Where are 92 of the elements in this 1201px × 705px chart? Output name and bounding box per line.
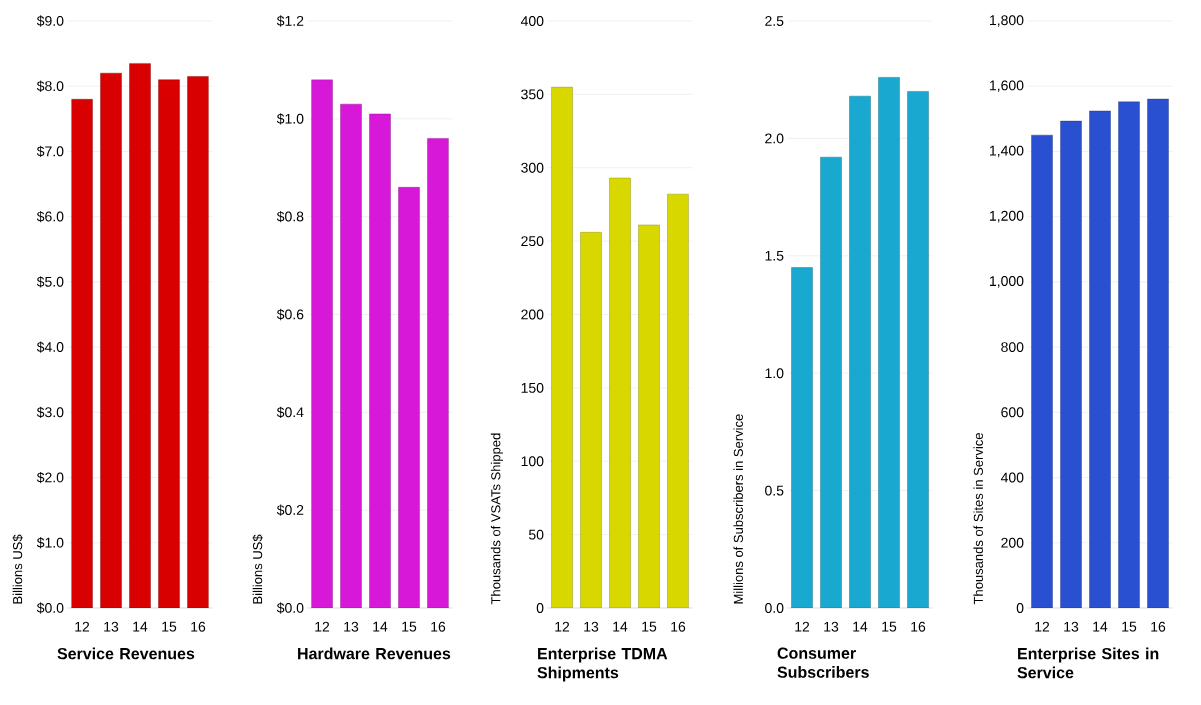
- bar: [1089, 110, 1111, 608]
- y-axis-title: Billions US$: [12, 534, 23, 604]
- bar: [849, 95, 871, 608]
- y-tick-label: 0.0: [765, 603, 784, 613]
- y-tick-label: 200: [1001, 537, 1024, 548]
- bar: [638, 224, 660, 608]
- y-tick-label: 1,800: [990, 15, 1024, 27]
- x-tick-label: 14: [133, 621, 148, 632]
- x-tick-label: 13: [824, 621, 839, 632]
- y-tick-label: 800: [1001, 342, 1024, 353]
- x-tick-label: 12: [555, 621, 570, 632]
- y-tick-label: $9.0: [36, 15, 64, 27]
- y-tick-label: 2.5: [765, 16, 784, 26]
- y-tick-label: 1,200: [990, 210, 1024, 223]
- text: Hardware Revenues: [298, 647, 451, 660]
- bar: [1147, 98, 1169, 608]
- bar: [1060, 120, 1082, 608]
- x-tick-label: 16: [1151, 621, 1166, 632]
- y-axis-title: Billions US$: [252, 534, 263, 604]
- x-tick-label: 14: [373, 621, 388, 632]
- y-tick-label: 0: [1016, 603, 1024, 613]
- y-tick-label: $4.0: [36, 341, 64, 353]
- y-axis-title: Thousands of VSATs Shipped: [490, 433, 503, 605]
- y-tick-label: 400: [520, 16, 544, 26]
- y-tick-label: 1,400: [990, 145, 1024, 158]
- text: Enterprise TDMA Shipments: [537, 647, 668, 682]
- bar: [551, 86, 573, 608]
- x-tick-label: 15: [1122, 621, 1137, 632]
- y-axis-title: Millions of Subscribers in Service: [733, 414, 743, 604]
- x-tick-label: 13: [344, 621, 359, 632]
- x-tick-label: 14: [853, 621, 868, 632]
- text: Service Revenues: [57, 647, 195, 660]
- x-tick-label: 14: [1093, 621, 1108, 632]
- y-tick-label: $0.8: [276, 210, 304, 223]
- x-tick-label: 14: [613, 621, 628, 632]
- y-tick-label: 150: [521, 382, 544, 393]
- y-tick-label: 200: [521, 309, 544, 320]
- y-tick-label: 1,600: [990, 80, 1024, 92]
- y-tick-label: 350: [521, 89, 544, 100]
- y-tick-label: 2.0: [765, 133, 784, 144]
- x-tick-label: 13: [584, 621, 599, 632]
- text: Enterprise Sites in Service: [1017, 647, 1159, 679]
- y-tick-label: $0.4: [276, 406, 304, 418]
- bar: [1118, 101, 1140, 608]
- bar: [820, 156, 842, 608]
- x-tick-label: 16: [911, 621, 926, 632]
- x-tick-label: 16: [431, 621, 446, 632]
- x-tick-label: 16: [191, 621, 206, 632]
- y-tick-label: $0.0: [276, 602, 304, 614]
- y-tick-label: $1.2: [276, 15, 304, 27]
- x-tick-label: 12: [1035, 621, 1050, 632]
- y-tick-label: $1.0: [276, 113, 304, 125]
- y-tick-label: $3.0: [36, 406, 64, 418]
- text: Consumer Subscribers: [777, 647, 869, 678]
- y-tick-label: $7.0: [36, 145, 64, 158]
- y-tick-label: 1.5: [765, 250, 784, 261]
- bar: [667, 193, 689, 608]
- y-tick-label: 600: [1001, 407, 1024, 418]
- x-tick-label: 15: [162, 621, 177, 632]
- x-tick-label: 12: [795, 621, 810, 632]
- y-tick-label: $2.0: [36, 471, 64, 484]
- y-tick-label: 0.5: [765, 485, 784, 496]
- y-tick-label: $0.6: [276, 308, 304, 321]
- y-tick-label: $1.0: [36, 537, 64, 549]
- y-tick-label: 400: [1000, 472, 1024, 483]
- bar: [878, 77, 900, 608]
- y-tick-label: 300: [521, 162, 544, 173]
- bar: [791, 267, 813, 608]
- x-tick-label: 15: [642, 621, 657, 632]
- y-tick-label: $8.0: [36, 80, 64, 92]
- y-tick-label: 1,000: [990, 276, 1024, 288]
- y-tick-label: $6.0: [36, 210, 64, 223]
- y-axis-title: Thousands of Sites in Service: [973, 433, 983, 605]
- y-tick-label: 50: [528, 529, 544, 540]
- y-tick-label: 1.0: [765, 368, 784, 379]
- y-tick-label: $0.2: [276, 504, 304, 516]
- y-tick-label: 100: [521, 456, 544, 467]
- bar: [907, 91, 929, 608]
- y-tick-label: 0: [536, 603, 544, 613]
- bar: [580, 232, 602, 608]
- x-tick-label: 12: [75, 621, 90, 632]
- x-tick-label: 16: [671, 621, 686, 632]
- x-tick-label: 13: [1064, 621, 1079, 632]
- y-tick-label: $0.0: [36, 602, 64, 614]
- bar: [609, 177, 631, 608]
- bar: [1031, 134, 1053, 608]
- y-tick-label: $5.0: [36, 276, 64, 288]
- x-tick-label: 12: [315, 621, 330, 632]
- x-tick-label: 15: [882, 621, 897, 632]
- x-tick-label: 15: [402, 621, 417, 632]
- x-tick-label: 13: [104, 621, 119, 632]
- y-tick-label: 250: [521, 236, 544, 247]
